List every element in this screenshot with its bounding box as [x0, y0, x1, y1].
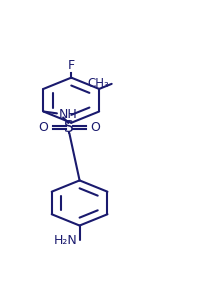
Text: O: O [39, 121, 49, 134]
Text: O: O [90, 121, 100, 134]
Text: F: F [68, 59, 75, 72]
Text: H₂N: H₂N [54, 234, 78, 246]
Text: CH₃: CH₃ [88, 77, 110, 90]
Text: NH: NH [59, 108, 78, 121]
Text: S: S [65, 120, 74, 135]
